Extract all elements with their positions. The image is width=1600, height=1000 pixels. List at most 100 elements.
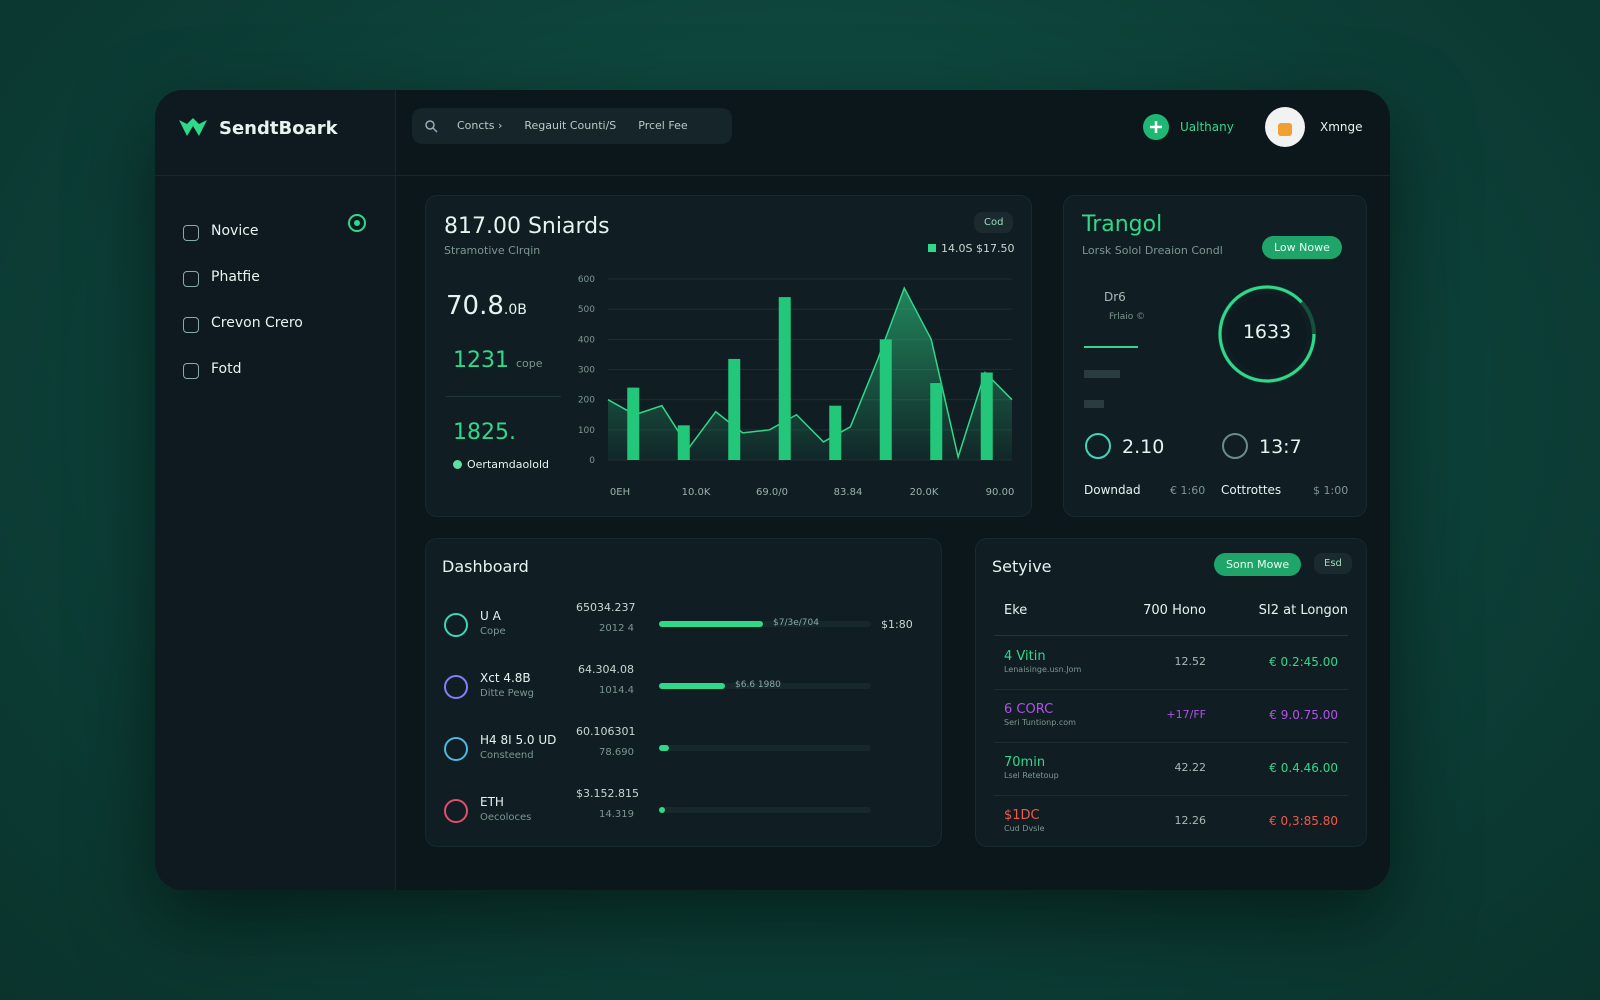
topbar: Concts › Regauit Counti/S Prcel Fee Ualtha… (155, 90, 1390, 176)
side-button[interactable]: Low Nowe (1262, 236, 1342, 259)
row-icon (444, 675, 468, 699)
search-item[interactable]: Concts › (457, 119, 503, 132)
row-icon (444, 613, 468, 637)
ring (1218, 285, 1316, 383)
nav-item[interactable]: Crevon Crero (211, 315, 303, 331)
nav-indicator (348, 214, 366, 232)
cell-amount: € 0,3:85.80 (1269, 814, 1338, 828)
card-title: 817.00 Sniards (444, 214, 610, 239)
y-tick-label: 400 (578, 335, 595, 345)
footer-label: Downdad (1084, 483, 1141, 497)
user-name[interactable]: Xmnge (1320, 120, 1363, 134)
table-header: Eke (1004, 603, 1028, 618)
row-amount: 65034.237 (576, 601, 636, 614)
progress-bar (659, 807, 665, 813)
cell-name: $1DC (1004, 808, 1040, 823)
table-header: 700 Hono (1143, 603, 1206, 618)
divider (446, 396, 561, 397)
ring-value: 1633 (1242, 321, 1292, 343)
bar (778, 297, 791, 460)
avatar[interactable] (1265, 107, 1305, 147)
search-item[interactable]: Regauit Counti/S (524, 119, 617, 132)
bar (930, 383, 943, 460)
row-amount-sub: 14.319 (599, 809, 634, 820)
cell-amount: € 9.0.75.00 (1269, 708, 1338, 722)
cell-amount: € 0.4.46.00 (1269, 761, 1338, 775)
row-amount-sub: 78.690 (599, 747, 634, 758)
footer-value: € 1:60 (1170, 484, 1206, 497)
area (608, 288, 1012, 460)
note: Oertamdaolold (467, 458, 549, 471)
table-card: Setyive Sonn Mowe Esd Eke 700 Hono SI2 at … (975, 538, 1367, 847)
x-tick-label: 90.00 (986, 487, 1015, 498)
row-sub: Ditte Pewg (480, 688, 535, 699)
note-dot (453, 460, 462, 469)
row-tag: $7/3e/704 (773, 618, 819, 628)
add-button[interactable] (1143, 114, 1169, 140)
footer-value: $ 1:00 (1313, 484, 1349, 497)
stat-unit: .0B (503, 302, 527, 318)
row-tag: $6.6 1980 (735, 680, 781, 690)
row-amount: 60.106301 (576, 725, 636, 738)
stat-unit: cope (516, 357, 543, 370)
nav-item[interactable]: Phatfie (211, 269, 260, 285)
progress-bar (659, 745, 669, 751)
table-button-secondary[interactable]: Esd (1314, 553, 1352, 574)
row-sub: Oecoloces (480, 812, 532, 823)
cell-sub: Seri Tuntionp.com (1004, 718, 1076, 727)
area-line (607, 286, 1013, 460)
logo (179, 118, 207, 136)
row-amount-sub: 1014.4 (599, 685, 634, 696)
bar (980, 372, 993, 460)
y-tick-label: 500 (578, 305, 595, 315)
side-item: Dr6 (1104, 290, 1126, 304)
row-amount: 64.304.08 (578, 663, 634, 676)
row-rule (994, 795, 1348, 796)
bar (627, 387, 640, 460)
stat-second: 1231 cope (453, 348, 543, 373)
sidebar: SendtBoark Novice Phatfie Crevon Crero Fotd (155, 90, 396, 890)
side-stat: 2.10 (1122, 436, 1165, 458)
progress-bar (659, 683, 725, 689)
y-tick-label: 200 (578, 396, 595, 406)
row-name: Xct 4.8B (480, 671, 531, 685)
side-title: Trangol (1082, 212, 1163, 237)
chart: 0 100 200 300 400 500 600 0EH 10.0K 69.0/0 83.84 20… (578, 275, 1015, 498)
card-subtitle: Stramotive Clrqin (444, 244, 541, 257)
cell-mid: 42.22 (1174, 761, 1207, 774)
dashboard-frame: SendtBoark Novice Phatfie Crevon Crero Fotd… (155, 90, 1390, 890)
legend-label: 14.0S $17.50 (941, 242, 1015, 255)
search-bar[interactable]: Concts › Regauit Counti/S Prcel Fee (412, 108, 732, 144)
side-line (1084, 346, 1138, 348)
y-tick-label: 600 (578, 275, 595, 285)
row-name: U A (480, 609, 501, 623)
row-end: $1:80 (881, 618, 913, 631)
cell-sub: Lenaisinge.usn.Jom (1004, 665, 1082, 674)
cell-name: 4 Vitin (1004, 649, 1046, 664)
table-rule (994, 635, 1348, 636)
header-action[interactable]: Ualthany (1180, 120, 1234, 134)
nav-icon (183, 363, 199, 379)
progress-track (659, 745, 871, 751)
cell-mid: 12.52 (1174, 655, 1207, 668)
cell-mid: +17/FF (1166, 708, 1206, 721)
side-chip (1084, 370, 1120, 378)
cell-sub: Cud Dvsle (1004, 824, 1045, 833)
progress-track (659, 683, 871, 689)
progress-track (659, 621, 871, 627)
legend-swatch (928, 244, 936, 252)
footer-label: Cottrottes (1221, 483, 1282, 497)
table-button[interactable]: Sonn Mowe (1214, 553, 1302, 576)
nav-item[interactable]: Novice (211, 223, 259, 239)
stat-value: 70.8 (446, 291, 504, 321)
row-sub: Consteend (480, 750, 534, 761)
stat-main: 70.8.0B (446, 291, 527, 321)
search-item[interactable]: Prcel Fee (638, 119, 688, 132)
stat-icon (1222, 433, 1248, 459)
bar (879, 339, 892, 460)
row-amount: $3.152.815 (576, 787, 639, 800)
card-button[interactable]: Cod (974, 212, 1014, 233)
nav-item[interactable]: Fotd (211, 361, 242, 377)
brand: SendtBoark (219, 118, 338, 139)
